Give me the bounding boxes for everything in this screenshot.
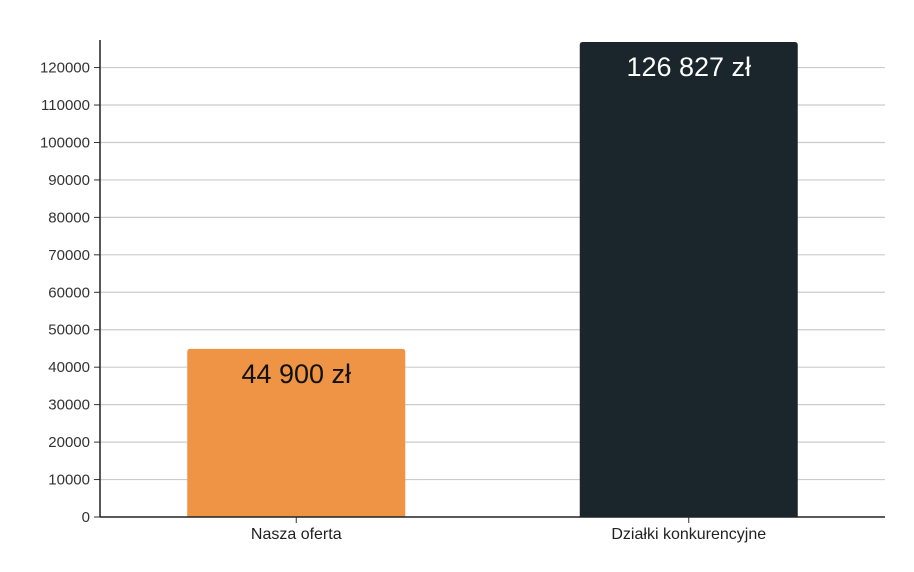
y-tick-label: 50000: [48, 322, 90, 339]
axes: [94, 40, 885, 523]
y-tick-label: 70000: [48, 247, 90, 264]
y-tick-label: 110000: [41, 97, 90, 114]
bar: [187, 348, 406, 517]
y-tick-label: 10000: [48, 472, 90, 489]
data-label: 44 900 zł: [241, 359, 351, 389]
y-tick-label: 80000: [48, 209, 90, 226]
y-tick-label: 20000: [48, 434, 90, 451]
labels: 0 10000 20000 30000 40000 50000 60000 70000 8000…: [40, 52, 766, 543]
y-tick-label: 120000: [40, 60, 90, 77]
x-tick-label: Nasza oferta: [251, 526, 342, 543]
bar: [579, 42, 798, 517]
x-tick-label: Działki konkurencyjne: [611, 526, 766, 543]
y-tick-label: 40000: [48, 359, 90, 376]
bars: [187, 42, 798, 517]
y-tick-label: 30000: [48, 397, 90, 414]
data-label: 126 827 zł: [626, 52, 751, 82]
y-tick-label: 60000: [48, 284, 90, 301]
y-tick-label: 100000: [40, 134, 90, 151]
y-tick-label: 0: [82, 509, 90, 526]
y-tick-label: 90000: [48, 172, 90, 189]
